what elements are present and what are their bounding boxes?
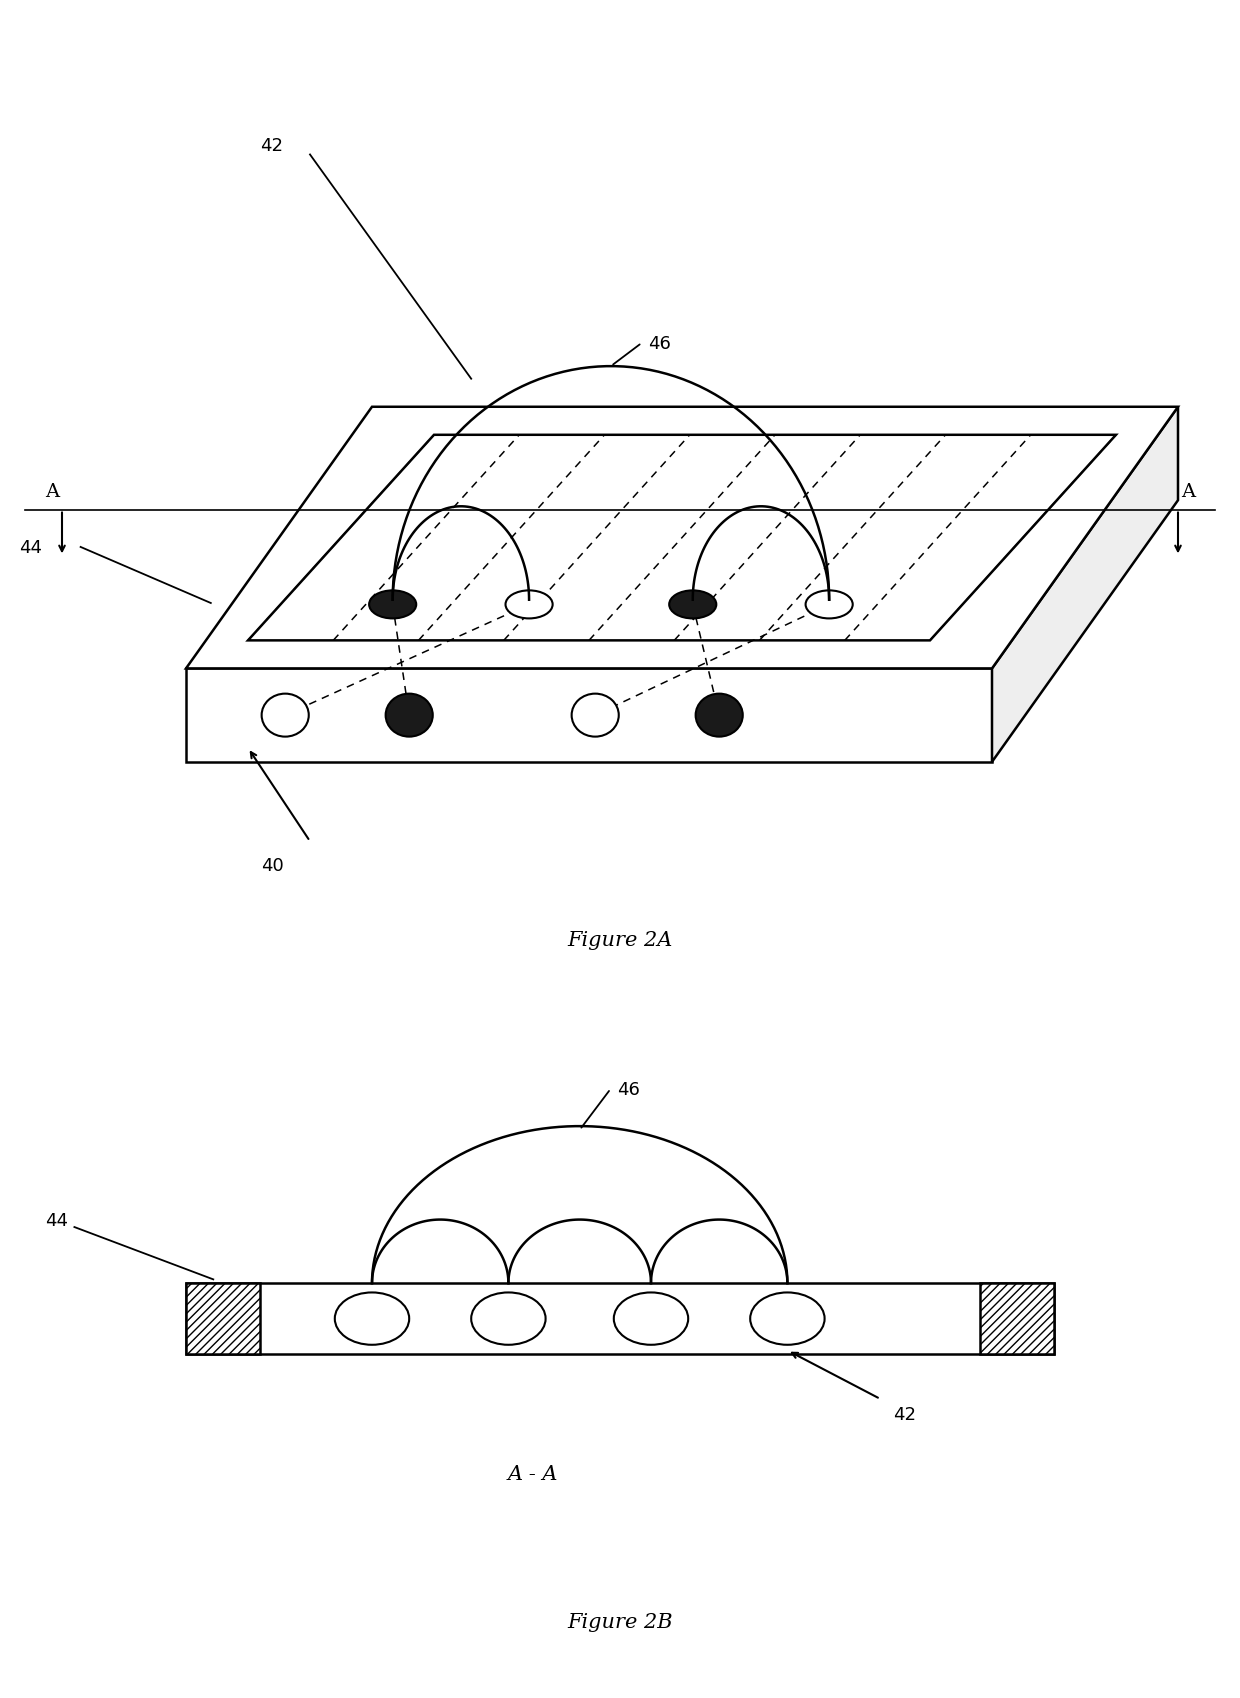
Text: 46: 46 [618, 1080, 640, 1099]
Polygon shape [186, 408, 1178, 669]
Ellipse shape [750, 1292, 825, 1345]
Ellipse shape [262, 694, 309, 737]
Ellipse shape [506, 591, 553, 620]
Text: A: A [1180, 482, 1195, 501]
Text: Figure 2B: Figure 2B [567, 1611, 673, 1630]
Text: 44: 44 [45, 1211, 68, 1229]
Text: A - A: A - A [508, 1464, 558, 1484]
Ellipse shape [370, 591, 417, 620]
Text: Figure 2A: Figure 2A [568, 931, 672, 949]
Polygon shape [186, 669, 992, 762]
Ellipse shape [696, 694, 743, 737]
Bar [980, 1284, 1054, 1355]
Text: A: A [45, 482, 60, 501]
Ellipse shape [572, 694, 619, 737]
Text: 44: 44 [19, 538, 42, 557]
Bar [186, 1284, 1054, 1355]
Ellipse shape [471, 1292, 546, 1345]
Bar [186, 1284, 260, 1355]
Text: 42: 42 [893, 1406, 916, 1423]
Text: 40: 40 [262, 856, 284, 874]
Polygon shape [992, 408, 1178, 762]
Text: 46: 46 [649, 335, 671, 353]
Text: 42: 42 [260, 138, 284, 155]
Ellipse shape [670, 591, 717, 620]
Ellipse shape [806, 591, 853, 620]
Ellipse shape [335, 1292, 409, 1345]
Ellipse shape [386, 694, 433, 737]
Ellipse shape [614, 1292, 688, 1345]
